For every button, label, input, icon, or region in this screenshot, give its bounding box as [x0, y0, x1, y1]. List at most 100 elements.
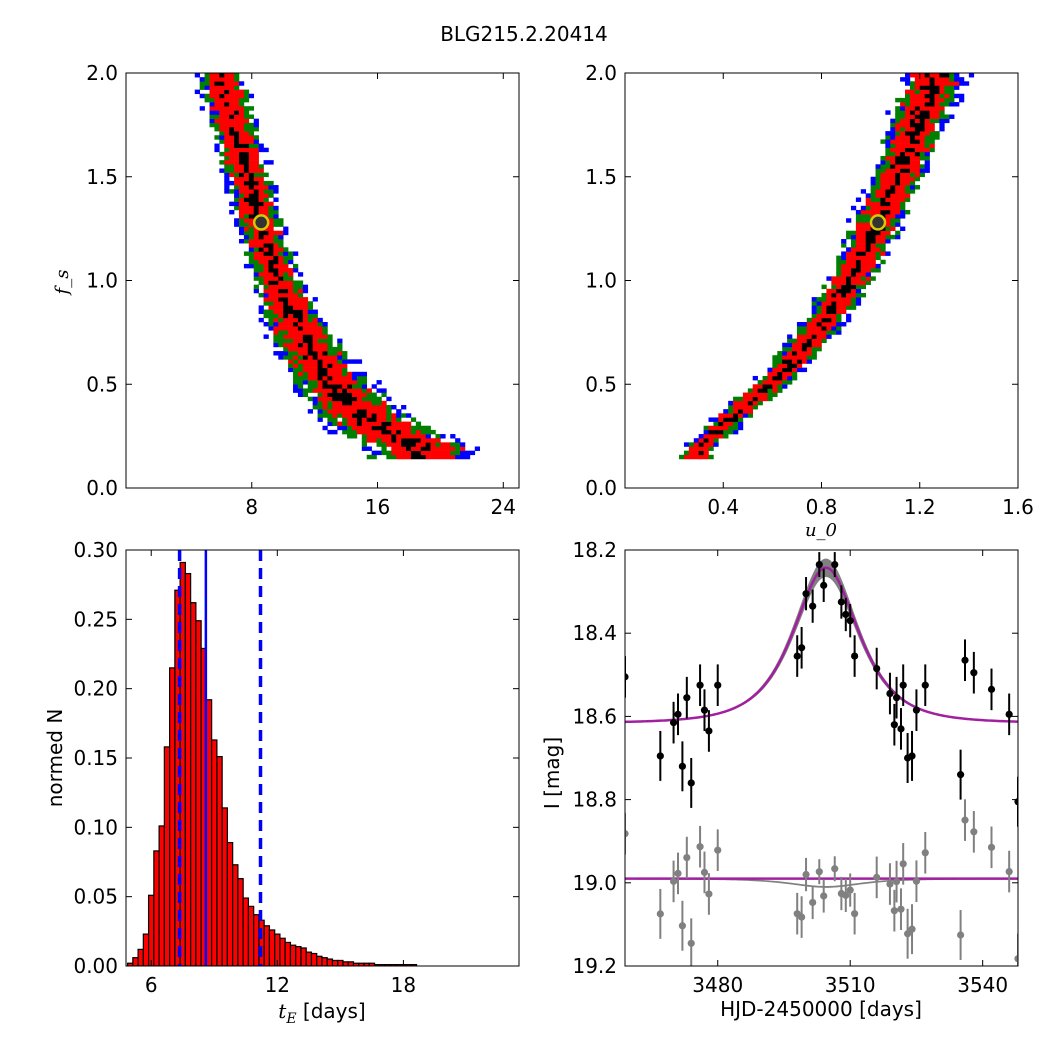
density-cell — [307, 330, 313, 335]
density-cell — [905, 197, 911, 202]
density-cell — [905, 122, 911, 128]
density-cell — [757, 400, 763, 406]
density-cell — [199, 106, 205, 111]
density-cell — [914, 93, 921, 99]
density-cell — [841, 297, 847, 302]
density-cell — [238, 176, 245, 182]
density-cell — [885, 230, 891, 236]
density-cell — [268, 280, 274, 285]
density-cell — [924, 77, 930, 82]
histogram-bar — [211, 739, 218, 966]
density-cell — [238, 97, 245, 103]
density-cell — [895, 160, 901, 165]
density-cell — [253, 135, 259, 140]
density-cell — [351, 384, 358, 389]
density-cell — [855, 243, 862, 248]
density-cell — [939, 110, 945, 115]
density-cell — [322, 330, 328, 335]
density-cell — [914, 185, 921, 190]
xtick-label: 18 — [391, 973, 416, 997]
residual-point — [899, 860, 907, 868]
histogram-bar — [253, 914, 260, 966]
density-cell — [909, 126, 916, 132]
density-cell — [327, 388, 333, 393]
density-cell — [297, 355, 304, 360]
density-cell — [386, 417, 392, 422]
density-cell — [924, 147, 930, 153]
density-cell — [718, 413, 724, 418]
density-cell — [890, 185, 896, 190]
density-cell — [425, 434, 431, 439]
density-cell — [283, 272, 289, 277]
density-cell — [204, 97, 210, 103]
density-cell — [811, 338, 817, 344]
density-cell — [361, 413, 368, 418]
density-cell — [919, 73, 925, 78]
density-cell — [919, 168, 925, 173]
density-cell — [351, 413, 358, 418]
residual-point — [798, 913, 806, 921]
residual-point — [846, 886, 854, 894]
density-cell — [351, 380, 358, 385]
density-cell — [332, 371, 338, 377]
density-cell — [787, 351, 793, 356]
density-cell — [386, 442, 392, 447]
density-cell — [949, 81, 955, 86]
density-cell — [219, 122, 225, 128]
density-cell — [742, 400, 749, 406]
density-cell — [263, 292, 269, 298]
ytick-label: 2.0 — [585, 61, 617, 85]
density-cell — [924, 89, 930, 95]
ytick-label: 0.20 — [73, 677, 118, 701]
density-cell — [332, 417, 338, 422]
residual-point — [921, 849, 929, 857]
density-cell — [278, 247, 284, 252]
data-point — [899, 681, 907, 689]
density-cell — [396, 413, 402, 418]
density-cell — [895, 176, 901, 182]
data-point — [625, 673, 629, 681]
density-cell — [263, 263, 269, 269]
density-cell — [885, 180, 891, 186]
density-cell — [288, 292, 294, 298]
density-cell — [288, 342, 294, 348]
density-cell — [909, 189, 916, 194]
density-cell — [234, 135, 240, 140]
density-cell — [934, 102, 940, 107]
density-cell — [909, 151, 916, 157]
density-cell — [317, 400, 323, 406]
density-cell — [890, 180, 896, 186]
density-cell — [718, 425, 724, 431]
density-cell — [312, 367, 318, 373]
histogram-bar — [347, 961, 355, 966]
density-cell — [811, 355, 817, 360]
density-cell — [895, 147, 901, 153]
density-cell — [895, 122, 901, 128]
density-cell — [381, 405, 387, 410]
density-cell — [782, 342, 788, 348]
density-cell — [219, 77, 225, 82]
density-cell — [297, 351, 304, 356]
density-cell — [253, 197, 259, 202]
density-cell — [900, 205, 906, 211]
ytick-label: 0.15 — [73, 746, 118, 770]
density-cell — [253, 288, 259, 294]
density-cell — [268, 317, 274, 323]
density-cell — [248, 243, 255, 248]
density-cell — [283, 301, 289, 306]
density-cell — [263, 180, 269, 186]
density-cell — [371, 425, 377, 431]
density-cell — [934, 85, 940, 90]
density-cell — [312, 359, 318, 364]
density-cell — [317, 375, 323, 381]
density-cell — [332, 400, 338, 406]
density-cell — [455, 446, 461, 451]
density-cell — [875, 164, 881, 169]
density-cell — [347, 400, 353, 406]
density-cell — [297, 280, 304, 285]
density-cell — [253, 168, 259, 173]
density-cell — [811, 317, 817, 323]
density-cell — [762, 375, 768, 381]
density-cell — [900, 180, 906, 186]
density-cell — [767, 375, 773, 381]
